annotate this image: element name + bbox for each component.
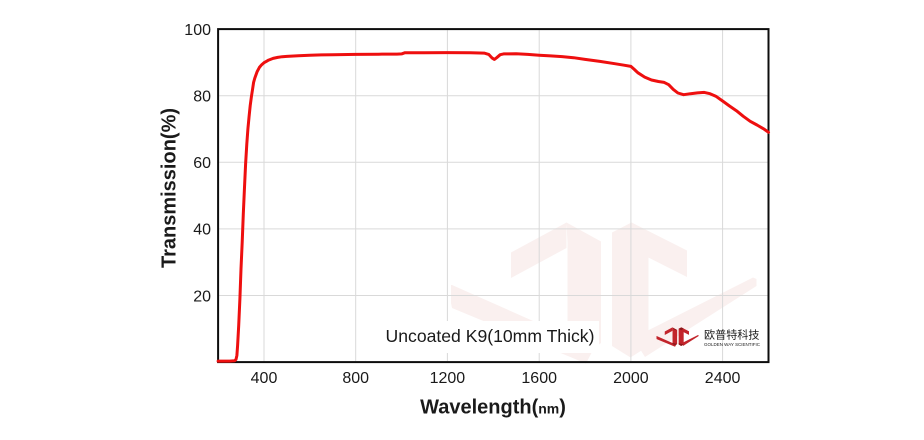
svg-text:80: 80 — [193, 89, 211, 106]
svg-text:2400: 2400 — [705, 370, 741, 387]
svg-text:400: 400 — [251, 370, 278, 387]
svg-text:100: 100 — [184, 22, 211, 39]
svg-text:Wavelength(nm): Wavelength(nm) — [420, 396, 566, 418]
svg-text:1600: 1600 — [521, 370, 557, 387]
svg-text:20: 20 — [193, 288, 211, 305]
svg-text:60: 60 — [193, 155, 211, 172]
svg-text:Transmission(%): Transmission(%) — [159, 108, 181, 268]
svg-text:GOLDEN WAY SCIENTIFIC: GOLDEN WAY SCIENTIFIC — [704, 342, 761, 347]
svg-text:欧普特科技: 欧普特科技 — [704, 328, 760, 342]
svg-text:1200: 1200 — [430, 370, 466, 387]
svg-text:800: 800 — [342, 370, 369, 387]
svg-text:2000: 2000 — [613, 370, 649, 387]
svg-text:40: 40 — [193, 222, 211, 239]
svg-text:Uncoated K9(10mm Thick): Uncoated K9(10mm Thick) — [386, 326, 595, 346]
